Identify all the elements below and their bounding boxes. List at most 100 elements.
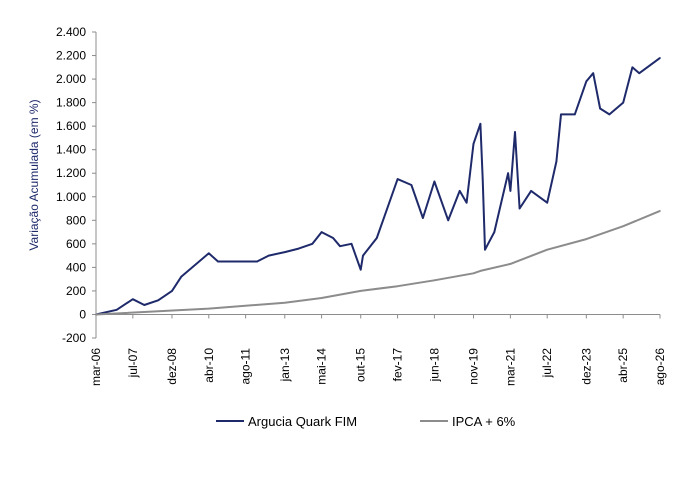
- data-point: [599, 107, 601, 110]
- data-point: [284, 301, 286, 304]
- data-point: [143, 304, 146, 306]
- data-point: [530, 190, 532, 192]
- y-tick-label: 1.400: [56, 143, 86, 157]
- data-point: [631, 66, 634, 69]
- data-point: [465, 201, 468, 204]
- y-tick-label: 2.200: [56, 49, 86, 63]
- data-point: [376, 237, 378, 239]
- data-point: [256, 260, 258, 263]
- y-tick-label: 2.000: [56, 72, 86, 86]
- data-point: [484, 248, 486, 251]
- x-tick-label: jul-22: [540, 348, 554, 379]
- y-tick-label: 400: [66, 260, 86, 274]
- data-point: [560, 113, 562, 116]
- data-point: [574, 113, 576, 116]
- x-tick-label: ago-26: [653, 348, 667, 386]
- data-point: [472, 143, 475, 145]
- data-point: [396, 285, 399, 288]
- data-point: [585, 80, 588, 83]
- x-tick-label: abr-25: [616, 348, 630, 383]
- y-tick-label: -200: [62, 331, 86, 345]
- data-point: [350, 243, 353, 245]
- x-tick-label: abr-10: [202, 348, 216, 383]
- data-point: [447, 219, 450, 222]
- x-tick-label: dez-23: [579, 348, 593, 385]
- legend-label: Argucia Quark FIM: [248, 414, 357, 429]
- data-point: [518, 207, 521, 210]
- legend-label: IPCA + 6%: [452, 414, 516, 429]
- data-point: [396, 178, 399, 180]
- data-point: [592, 72, 594, 74]
- data-point: [410, 184, 413, 186]
- y-axis: -200 0 200 400 600 800 1.000 1.200 1.400 1.600 1.8…: [56, 25, 97, 345]
- data-point: [362, 254, 364, 257]
- data-point: [157, 299, 159, 302]
- x-tick-label: fev-17: [391, 348, 405, 382]
- data-point: [339, 245, 341, 247]
- data-point: [638, 72, 641, 74]
- y-axis-title-text: Variação Acumulada (em %): [27, 99, 41, 250]
- data-point: [359, 290, 362, 292]
- data-point: [622, 225, 624, 227]
- x-tick-label: dez-08: [165, 348, 179, 385]
- data-point: [659, 57, 661, 59]
- data-point: [171, 290, 173, 292]
- data-point: [585, 238, 588, 240]
- y-tick-label: 1.000: [56, 190, 86, 204]
- data-point: [433, 279, 436, 282]
- data-point: [493, 231, 496, 233]
- x-tick-label: mar-06: [89, 348, 103, 386]
- legend: Argucia Quark FIM IPCA + 6%: [216, 414, 516, 429]
- y-tick-label: 1.200: [56, 166, 86, 180]
- x-tick-label: mai-14: [315, 348, 329, 385]
- data-point: [320, 231, 323, 233]
- data-point: [479, 270, 482, 272]
- series-line-argucia: [95, 57, 661, 316]
- x-tick-label: nov-19: [467, 348, 481, 385]
- data-point: [244, 260, 247, 263]
- y-tick-label: 600: [66, 237, 86, 251]
- data-point: [311, 243, 314, 245]
- data-point: [208, 307, 210, 310]
- x-tick-label: jul-07: [126, 348, 140, 379]
- series-lines: [95, 57, 661, 316]
- data-point: [509, 190, 512, 192]
- x-tick-label: ago-11: [239, 348, 253, 385]
- x-tick-label: mar-21: [503, 348, 517, 386]
- data-point: [115, 309, 118, 311]
- y-tick-label: 200: [66, 284, 86, 298]
- data-point: [132, 298, 134, 301]
- data-point: [458, 190, 461, 192]
- data-point: [481, 178, 484, 180]
- data-point: [217, 260, 219, 263]
- data-point: [608, 113, 611, 116]
- y-tick-label: 2.400: [56, 25, 86, 39]
- data-point: [555, 160, 558, 163]
- data-point: [546, 248, 548, 251]
- x-tick-label: jan-13: [278, 348, 292, 383]
- y-tick-label: 1.600: [56, 119, 86, 133]
- data-point: [479, 123, 482, 125]
- data-point: [208, 252, 210, 255]
- x-tick-label: out-15: [354, 348, 368, 382]
- data-point: [514, 131, 516, 133]
- series-line-ipca: [95, 209, 661, 316]
- data-point: [180, 276, 182, 278]
- y-axis-title: Variação Acumulada (em %): [27, 99, 41, 250]
- data-point: [95, 313, 97, 316]
- data-point: [507, 172, 509, 174]
- data-point: [297, 247, 300, 250]
- data-point: [267, 254, 270, 257]
- x-axis: mar-06 jul-07 dez-08 abr-10 ago-11 jan-13 mai-…: [89, 313, 667, 386]
- data-point: [422, 217, 424, 219]
- y-tick-label: 0: [79, 307, 86, 321]
- data-point: [332, 237, 334, 239]
- data-point: [546, 201, 548, 204]
- data-point: [659, 210, 661, 212]
- data-point: [509, 263, 512, 265]
- data-point: [622, 101, 624, 104]
- x-tick-label: jun-18: [427, 348, 441, 383]
- y-tick-label: 800: [66, 213, 86, 227]
- data-point: [433, 180, 436, 183]
